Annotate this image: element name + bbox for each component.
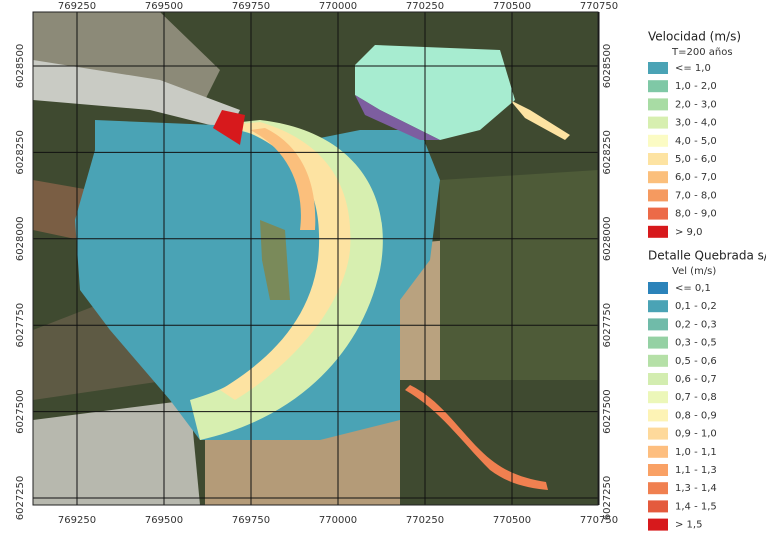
- legend-label: 0,5 - 0,6: [675, 356, 717, 367]
- x-tick-label: 769750: [232, 515, 270, 526]
- x-tick-label: 770750: [580, 1, 618, 12]
- legend-swatch: [648, 134, 668, 147]
- legend-label: 1,0 - 2,0: [675, 81, 717, 92]
- orchard: [440, 170, 598, 380]
- field-lower: [205, 420, 400, 505]
- x-tick-label: 770250: [406, 515, 444, 526]
- y-tick-label: 6027750: [15, 303, 26, 348]
- legend-label: 8,0 - 9,0: [675, 209, 717, 220]
- legend-swatch: [648, 207, 668, 220]
- legend-label: <= 1,0: [675, 63, 711, 74]
- legend-swatch: [648, 62, 668, 74]
- legend-swatch: [648, 500, 668, 513]
- y-tick-label: 6027500: [602, 389, 613, 434]
- legend-swatch: [648, 518, 668, 531]
- main-channel-faster: [250, 128, 316, 230]
- legend-swatch: [648, 391, 668, 404]
- legend-swatch: [648, 282, 668, 294]
- legend-swatch: [648, 189, 668, 202]
- legend-label: 0,7 - 0,8: [675, 392, 717, 403]
- legend-title: Detalle Quebrada s/n: [648, 249, 766, 263]
- y-tick-label: 6027250: [15, 476, 26, 521]
- legend-label: 7,0 - 8,0: [675, 190, 717, 201]
- legend-label: 3,0 - 4,0: [675, 118, 717, 129]
- pond: [355, 45, 515, 140]
- legend-label: <= 0,1: [675, 283, 711, 294]
- legend: <= 1,0 1,0 - 2,0 2,0 - 3,0 3,0 - 4,0 4,0 - 5…: [648, 62, 717, 531]
- x-tick-label: 770500: [493, 1, 531, 12]
- x-tick-label: 769750: [232, 1, 270, 12]
- x-tick-label: 770000: [319, 1, 357, 12]
- legend-label: 0,6 - 0,7: [675, 374, 717, 385]
- x-tick-label: 769500: [145, 515, 183, 526]
- legend-swatch: [648, 300, 668, 313]
- legend-label: 1,4 - 1,5: [675, 501, 717, 512]
- legend-swatch: [648, 225, 668, 238]
- legend-label: > 9,0: [675, 227, 702, 238]
- legend-swatch: [648, 464, 668, 476]
- y-tick-label: 6027500: [15, 389, 26, 434]
- legend-label: 0,9 - 1,0: [675, 429, 717, 440]
- legend-swatch: [648, 354, 668, 367]
- map-frame: [32, 11, 599, 506]
- legend-label: 0,3 - 0,5: [675, 338, 717, 349]
- x-tick-label: 770000: [319, 515, 357, 526]
- legend-label: 2,0 - 3,0: [675, 99, 717, 110]
- y-tick-label: 6028500: [15, 44, 26, 89]
- legend-label: 0,2 - 0,3: [675, 319, 717, 330]
- legend-swatch: [648, 80, 668, 93]
- legend-swatch: [648, 116, 668, 129]
- legend-swatch: [648, 98, 668, 111]
- main-channel-fast: [220, 122, 351, 400]
- legend-label: 5,0 - 6,0: [675, 154, 717, 165]
- island: [260, 220, 290, 300]
- max-velocity: [213, 110, 245, 145]
- legend-swatch: [648, 318, 668, 331]
- y-tick-label: 6028250: [602, 130, 613, 175]
- river-bed: [33, 60, 240, 130]
- y-tick-label: 6027750: [602, 303, 613, 348]
- legend-label: 0,1 - 0,2: [675, 301, 717, 312]
- legend-swatch: [648, 171, 668, 184]
- legend-label: 4,0 - 5,0: [675, 136, 717, 147]
- y-tick-label: 6027250: [602, 476, 613, 521]
- x-tick-label: 770500: [493, 515, 531, 526]
- legend-swatch: [648, 153, 668, 165]
- y-tick-label: 6028000: [602, 217, 613, 262]
- x-tick-label: 769250: [58, 1, 96, 12]
- river-bed-lower: [33, 400, 200, 505]
- legend-subtitle: Vel (m/s): [672, 266, 716, 277]
- y-tick-label: 6028250: [15, 130, 26, 175]
- x-tick-label: 770750: [580, 515, 618, 526]
- x-tick-label: 769250: [58, 515, 96, 526]
- flood-extent: [75, 45, 570, 490]
- legend-label: 0,8 - 0,9: [675, 410, 717, 421]
- x-tick-label: 770250: [406, 1, 444, 12]
- legend-label: > 1,5: [675, 520, 702, 531]
- legend-label: 1,1 - 1,3: [675, 465, 717, 476]
- legend-label: 6,0 - 7,0: [675, 172, 717, 183]
- legend-title: Velocidad (m/s): [648, 30, 741, 44]
- x-tick-label: 769500: [145, 1, 183, 12]
- legend-swatch: [648, 409, 668, 422]
- legend-swatch: [648, 482, 668, 495]
- y-tick-label: 6028000: [15, 217, 26, 262]
- legend-swatch: [648, 427, 668, 440]
- y-tick-label: 6028500: [602, 44, 613, 89]
- legend-subtitle: T=200 años: [671, 47, 733, 58]
- legend-label: 1,3 - 1,4: [675, 483, 717, 494]
- stream-upper: [510, 100, 570, 140]
- legend-swatch: [648, 336, 668, 349]
- legend-label: 1,0 - 1,1: [675, 447, 717, 458]
- legend-swatch: [648, 445, 668, 458]
- coordinate-grid: [33, 12, 600, 505]
- legend-swatch: [648, 373, 668, 385]
- pond-edge: [355, 95, 440, 140]
